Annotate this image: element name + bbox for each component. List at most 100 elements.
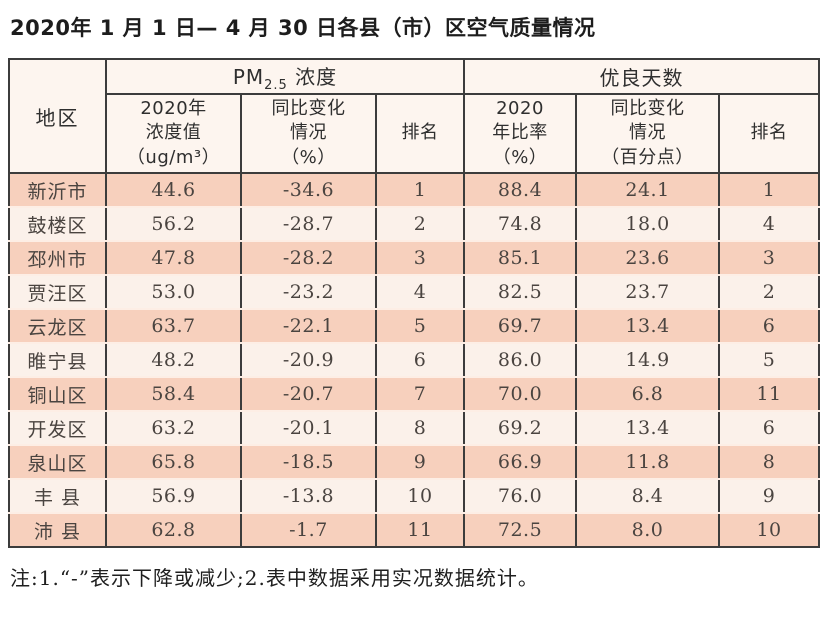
table-row: 睢宁县 48.2 -20.9 6 86.0 14.9 5 (8, 342, 821, 378)
days-ratio-cell: 72.5 (463, 512, 578, 548)
pm-value-cell: 48.2 (105, 342, 242, 378)
pm-value-cell: 63.7 (105, 308, 242, 344)
days-ratio-cell: 74.8 (463, 206, 578, 242)
days-rank-cell: 4 (718, 206, 821, 242)
pm-rank-cell: 5 (374, 308, 466, 344)
header-days-rank: 排名 (718, 93, 821, 174)
pm-change-cell: -1.7 (240, 512, 377, 548)
region-cell: 新沂市 (8, 172, 107, 208)
days-rank-cell: 8 (718, 444, 821, 480)
days-rank-cell: 3 (718, 240, 821, 276)
days-ratio-cell: 69.2 (463, 410, 578, 446)
pm-change-cell: -28.7 (240, 206, 377, 242)
days-change-cell: 13.4 (575, 308, 721, 344)
days-change-cell: 13.4 (575, 410, 721, 446)
table-header: 地区 PM2.5 浓度 优良天数 2020年 浓度值 （ug/m³） 同比变化 … (8, 58, 821, 174)
pm-change-cell: -20.7 (240, 376, 377, 412)
pm-value-cell: 63.2 (105, 410, 242, 446)
pm-change-cell: -18.5 (240, 444, 377, 480)
pm-value-cell: 62.8 (105, 512, 242, 548)
table-row: 开发区 63.2 -20.1 8 69.2 13.4 6 (8, 410, 821, 446)
region-cell: 开发区 (8, 410, 107, 446)
days-rank-cell: 1 (718, 172, 821, 208)
pm25-subscript: 2.5 (264, 77, 288, 93)
header-pm-value: 2020年 浓度值 （ug/m³） (105, 93, 242, 174)
table-row: 丰 县 56.9 -13.8 10 76.0 8.4 9 (8, 478, 821, 514)
table-row: 邳州市 47.8 -28.2 3 85.1 23.6 3 (8, 240, 821, 276)
days-change-cell: 11.8 (575, 444, 721, 480)
header-pm-change: 同比变化 情况 （%） (240, 93, 377, 174)
days-ratio-cell: 82.5 (463, 274, 578, 310)
pm-change-cell: -20.1 (240, 410, 377, 446)
table-row: 沛 县 62.8 -1.7 11 72.5 8.0 10 (8, 512, 821, 548)
table-row: 云龙区 63.7 -22.1 5 69.7 13.4 6 (8, 308, 821, 344)
days-rank-cell: 6 (718, 410, 821, 446)
header-region: 地区 (8, 58, 107, 174)
pm-rank-cell: 3 (374, 240, 466, 276)
days-ratio-cell: 66.9 (463, 444, 578, 480)
pm-rank-cell: 10 (374, 478, 466, 514)
pm-rank-cell: 1 (374, 172, 466, 208)
pm-rank-cell: 7 (374, 376, 466, 412)
pm-change-cell: -20.9 (240, 342, 377, 378)
days-ratio-cell: 85.1 (463, 240, 578, 276)
header-days-ratio: 2020 年比率 （%） (463, 93, 578, 174)
footnote: 注:1.“-”表示下降或减少;2.表中数据采用实况数据统计。 (10, 566, 539, 590)
pm-value-cell: 47.8 (105, 240, 242, 276)
air-quality-table: 地区 PM2.5 浓度 优良天数 2020年 浓度值 （ug/m³） 同比变化 … (8, 58, 821, 548)
header-group-good-days: 优良天数 (463, 58, 821, 95)
pm-rank-cell: 4 (374, 274, 466, 310)
pm-rank-cell: 11 (374, 512, 466, 548)
pm-value-cell: 65.8 (105, 444, 242, 480)
days-ratio-cell: 70.0 (463, 376, 578, 412)
header-days-change: 同比变化 情况 （百分点） (575, 93, 721, 174)
region-cell: 云龙区 (8, 308, 107, 344)
region-cell: 铜山区 (8, 376, 107, 412)
days-change-cell: 8.4 (575, 478, 721, 514)
table-body: 新沂市 44.6 -34.6 1 88.4 24.1 1 鼓楼区 56.2 -2… (8, 172, 821, 548)
days-change-cell: 23.6 (575, 240, 721, 276)
days-rank-cell: 2 (718, 274, 821, 310)
pm-rank-cell: 9 (374, 444, 466, 480)
days-ratio-cell: 86.0 (463, 342, 578, 378)
region-cell: 沛 县 (8, 512, 107, 548)
region-cell: 贾汪区 (8, 274, 107, 310)
pm-value-cell: 58.4 (105, 376, 242, 412)
region-cell: 鼓楼区 (8, 206, 107, 242)
pm-rank-cell: 2 (374, 206, 466, 242)
pm-change-cell: -28.2 (240, 240, 377, 276)
pm-change-cell: -13.8 (240, 478, 377, 514)
table-row: 鼓楼区 56.2 -28.7 2 74.8 18.0 4 (8, 206, 821, 242)
table-row: 铜山区 58.4 -20.7 7 70.0 6.8 11 (8, 376, 821, 412)
page-title: 2020年 1 月 1 日— 4 月 30 日各县（市）区空气质量情况 (10, 16, 596, 40)
days-rank-cell: 5 (718, 342, 821, 378)
days-ratio-cell: 76.0 (463, 478, 578, 514)
table-row: 泉山区 65.8 -18.5 9 66.9 11.8 8 (8, 444, 821, 480)
days-change-cell: 18.0 (575, 206, 721, 242)
days-rank-cell: 6 (718, 308, 821, 344)
pm-change-cell: -23.2 (240, 274, 377, 310)
pm25-label-prefix: PM (232, 64, 265, 89)
days-rank-cell: 11 (718, 376, 821, 412)
region-cell: 泉山区 (8, 444, 107, 480)
pm-value-cell: 53.0 (105, 274, 242, 310)
region-cell: 邳州市 (8, 240, 107, 276)
pm-rank-cell: 8 (374, 410, 466, 446)
group-header-row: 地区 PM2.5 浓度 优良天数 (8, 58, 821, 174)
region-cell: 睢宁县 (8, 342, 107, 378)
pm-value-cell: 44.6 (105, 172, 242, 208)
pm-change-cell: -34.6 (240, 172, 377, 208)
header-group-pm25: PM2.5 浓度 (104, 58, 466, 95)
pm-value-cell: 56.2 (105, 206, 242, 242)
page: 2020年 1 月 1 日— 4 月 30 日各县（市）区空气质量情况 地区 P… (8, 16, 821, 590)
days-change-cell: 14.9 (575, 342, 721, 378)
pm-rank-cell: 6 (374, 342, 466, 378)
pm25-label-suffix: 浓度 (287, 64, 338, 89)
days-change-cell: 8.0 (575, 512, 721, 548)
days-ratio-cell: 69.7 (463, 308, 578, 344)
region-cell: 丰 县 (8, 478, 107, 514)
days-change-cell: 24.1 (575, 172, 721, 208)
days-rank-cell: 10 (718, 512, 821, 548)
pm-change-cell: -22.1 (240, 308, 377, 344)
sub-header-row: 2020年 浓度值 （ug/m³） 同比变化 情况 （%） 排名 2020 年比… (9, 93, 821, 174)
